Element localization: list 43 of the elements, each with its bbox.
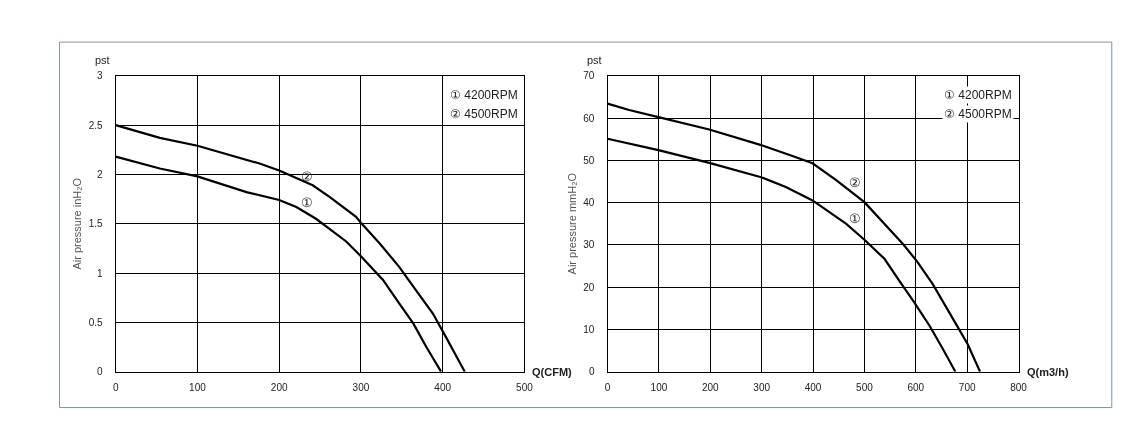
y-tick-label: 40 (583, 197, 595, 209)
y-tick-label: 1.5 (88, 218, 103, 230)
text: pst (587, 54, 602, 66)
annotation: ② 4500RPM (944, 107, 1012, 121)
x-tick-label: 500 (856, 381, 874, 393)
x-tick-label: 300 (753, 381, 771, 393)
y-tick-label: 0 (588, 366, 595, 378)
annotation: ① (849, 211, 861, 226)
y-tick-label: 0 (97, 366, 104, 378)
x-tick-label: 100 (189, 381, 207, 393)
x-tick-label: 0 (112, 381, 119, 393)
x-tick-label: 800 (1010, 381, 1028, 393)
x-tick-label: 600 (907, 381, 925, 393)
y-tick-label: 3 (97, 70, 104, 82)
y-tick-label: 70 (583, 70, 595, 82)
x-axis-title: Q(m3/h) (1027, 366, 1069, 378)
x-tick-label: 200 (270, 381, 288, 393)
annotation: ① (301, 195, 313, 210)
x-tick-label: 500 (516, 381, 534, 393)
y-tick-label: 2 (97, 168, 104, 180)
y-tick-label: 0.5 (88, 316, 103, 328)
y-tick-label: 50 (583, 154, 595, 166)
y-tick-label: 10 (583, 323, 595, 335)
x-tick-label: 300 (352, 381, 370, 393)
y-tick-label: 20 (583, 281, 595, 293)
x-tick-label: 0 (604, 381, 611, 393)
y-axis-title: Air pressure inH₂O (71, 177, 84, 270)
y-tick-label: 60 (583, 112, 595, 124)
x-tick-label: 400 (434, 381, 452, 393)
annotation: ② 4500RPM (450, 107, 518, 121)
annotation: ① 4200RPM (450, 88, 518, 102)
annotation: ① 4200RPM (944, 88, 1012, 102)
x-tick-label: 700 (958, 381, 976, 393)
x-tick-label: 100 (650, 381, 668, 393)
x-axis-title: Q(CFM) (532, 366, 573, 378)
y-axis-title: Air pressure mmH₂O (565, 172, 578, 275)
x-tick-label: 400 (804, 381, 822, 393)
text: pst (95, 54, 110, 66)
y-tick-label: 1 (97, 267, 104, 279)
y-tick-label: 30 (583, 239, 595, 251)
y-tick-label: 2.5 (88, 119, 103, 131)
annotation: ② (849, 175, 861, 190)
x-tick-label: 200 (701, 381, 720, 393)
